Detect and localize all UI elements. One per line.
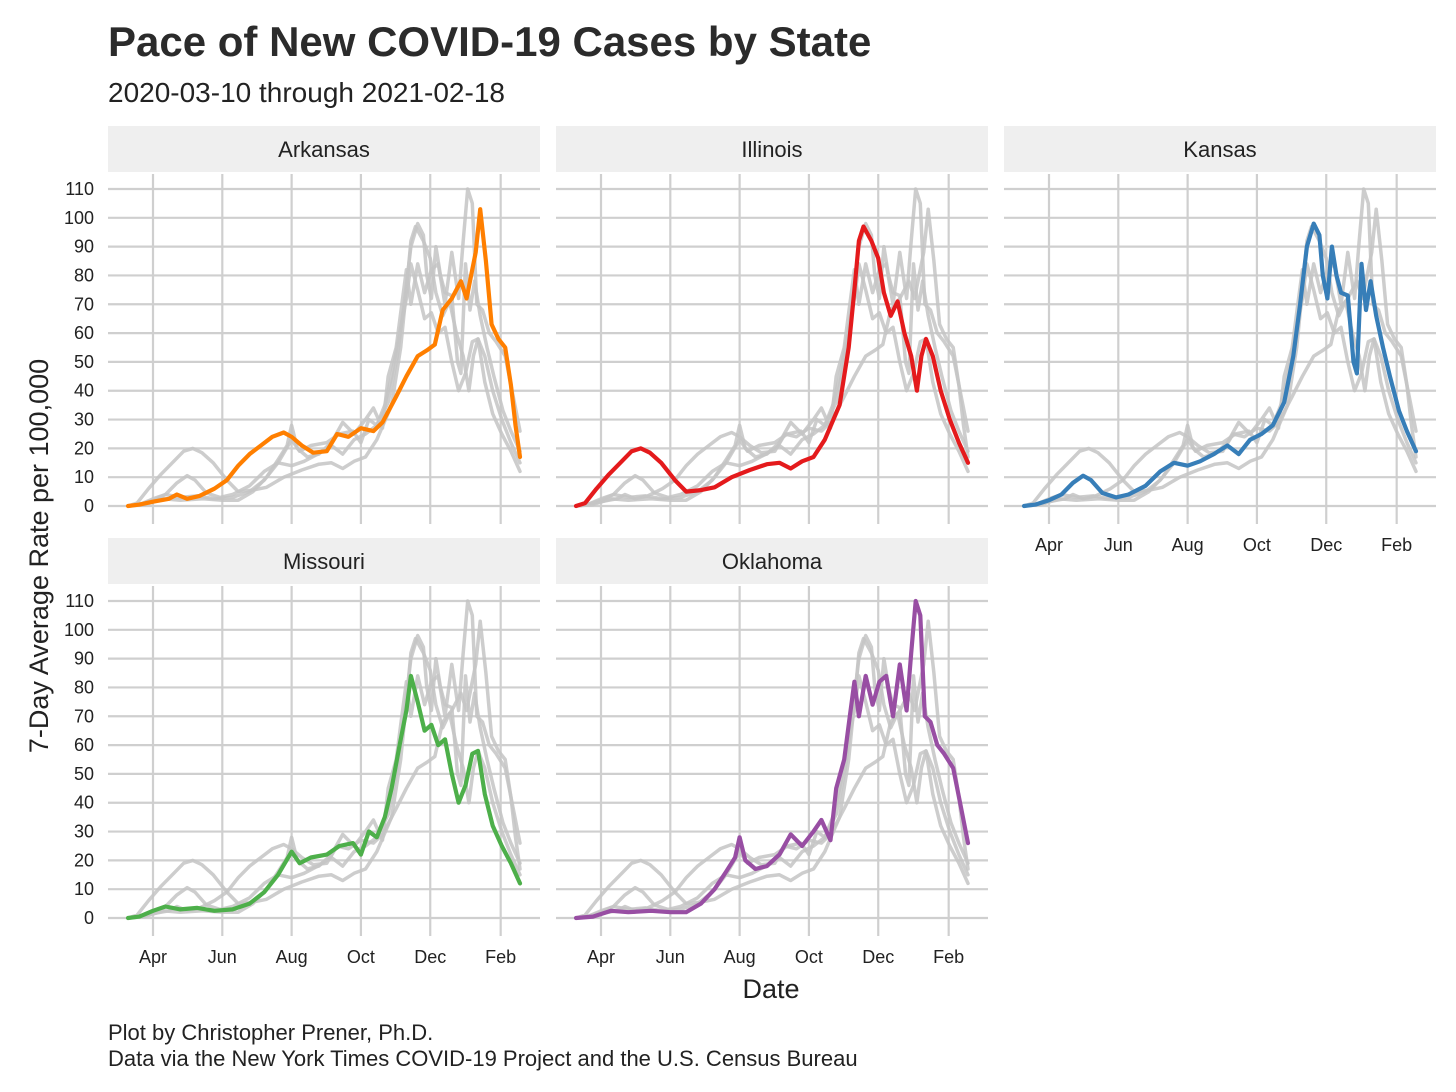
caption-credit: Plot by Christopher Prener, Ph.D. [108, 1020, 433, 1045]
panel-missouri: Missouri 0 10 20 30 40 50 60 70 80 90 100 110 Apr Jun A… [64, 538, 540, 967]
x-tick-label: Dec [414, 947, 446, 967]
x-tick-label: Aug [724, 947, 756, 967]
y-tick-label: 0 [84, 496, 94, 516]
y-tick-label: 20 [74, 850, 94, 870]
background-series-missouri [1022, 262, 1418, 508]
y-tick-label: 30 [74, 410, 94, 430]
background-series-kansas [574, 221, 970, 508]
y-axis-title: 7-Day Average Rate per 100,000 [24, 359, 54, 753]
x-tick-label: Feb [485, 947, 516, 967]
chart-title: Pace of New COVID-19 Cases by State [108, 18, 871, 65]
y-tick-label: 30 [74, 822, 94, 842]
y-tick-label: 70 [74, 706, 94, 726]
series-line-illinois [573, 224, 971, 509]
y-tick-label: 110 [65, 591, 94, 611]
facet-label: Missouri [283, 549, 365, 574]
background-series-illinois [1022, 224, 1418, 508]
x-tick-label: Oct [347, 947, 375, 967]
panel-illinois: Illinois [556, 126, 988, 524]
facet-strip [556, 538, 988, 584]
facet-label: Oklahoma [722, 549, 823, 574]
y-tick-label: 100 [64, 208, 94, 228]
x-tick-label: Dec [1310, 535, 1342, 555]
x-tick-label: Aug [276, 947, 308, 967]
x-tick-label: Feb [1381, 535, 1412, 555]
x-tick-label: Dec [862, 947, 894, 967]
y-tick-label: 80 [74, 677, 94, 697]
x-tick-label: Apr [587, 947, 615, 967]
y-tick-label: 10 [74, 879, 94, 899]
x-tick-label: Aug [1172, 535, 1204, 555]
x-tick-label: Jun [1104, 535, 1133, 555]
y-tick-label: 110 [65, 179, 94, 199]
series-line-arkansas [125, 207, 523, 509]
facet-strip [108, 538, 540, 584]
background-series-illinois [126, 636, 522, 920]
facet-panels: Arkansas0102030405060708090100110Illinoi… [64, 126, 1436, 967]
background-series-illinois [126, 224, 522, 508]
facet-strip [1004, 126, 1436, 172]
series-line-missouri [125, 673, 523, 921]
y-tick-label: 70 [74, 294, 94, 314]
y-tick-label: 0 [84, 908, 94, 928]
x-tick-label: Oct [795, 947, 823, 967]
background-series-oklahoma [126, 187, 522, 508]
series-line-oklahoma [573, 598, 971, 921]
panel-oklahoma: Oklahoma Apr Jun Aug Oct Dec Feb [556, 538, 988, 967]
facet-label: Illinois [741, 137, 802, 162]
x-tick-label: Jun [656, 947, 685, 967]
facet-strip [108, 126, 540, 172]
facet-label: Kansas [1183, 137, 1256, 162]
background-series-kansas [574, 633, 970, 920]
panel-arkansas: Arkansas 0 10 20 30 40 50 60 70 80 90 100 110 [64, 126, 540, 524]
background-series-missouri [574, 262, 970, 508]
y-tick-label: 50 [74, 764, 94, 784]
x-tick-label: Oct [1243, 535, 1271, 555]
y-tick-label: 10 [74, 467, 94, 487]
y-tick-label: 40 [74, 793, 94, 813]
y-tick-label: 50 [74, 352, 94, 372]
background-series-oklahoma [1022, 187, 1418, 508]
facet-strip [556, 126, 988, 172]
caption-source: Data via the New York Times COVID-19 Pro… [108, 1046, 858, 1071]
facet-label: Arkansas [278, 137, 370, 162]
y-tick-label: 60 [74, 735, 94, 755]
panel-kansas: Kansas Apr Jun Aug Oct Dec Feb [1004, 126, 1436, 555]
y-tick-label: 20 [74, 438, 94, 458]
y-tick-label: 100 [64, 620, 94, 640]
background-series-missouri [574, 674, 970, 920]
y-tick-label: 80 [74, 265, 94, 285]
y-tick-label: 90 [74, 649, 94, 669]
chart-subtitle: 2020-03-10 through 2021-02-18 [108, 77, 505, 108]
x-tick-label: Feb [933, 947, 964, 967]
background-series-illinois [574, 636, 970, 920]
series-line-kansas [1021, 221, 1419, 509]
y-tick-label: 60 [74, 323, 94, 343]
x-axis-title: Date [742, 974, 799, 1004]
background-series-missouri [126, 262, 522, 508]
y-tick-label: 40 [74, 381, 94, 401]
y-tick-label: 90 [74, 237, 94, 257]
x-tick-label: Apr [1035, 535, 1063, 555]
x-tick-label: Apr [139, 947, 167, 967]
x-tick-label: Jun [208, 947, 237, 967]
